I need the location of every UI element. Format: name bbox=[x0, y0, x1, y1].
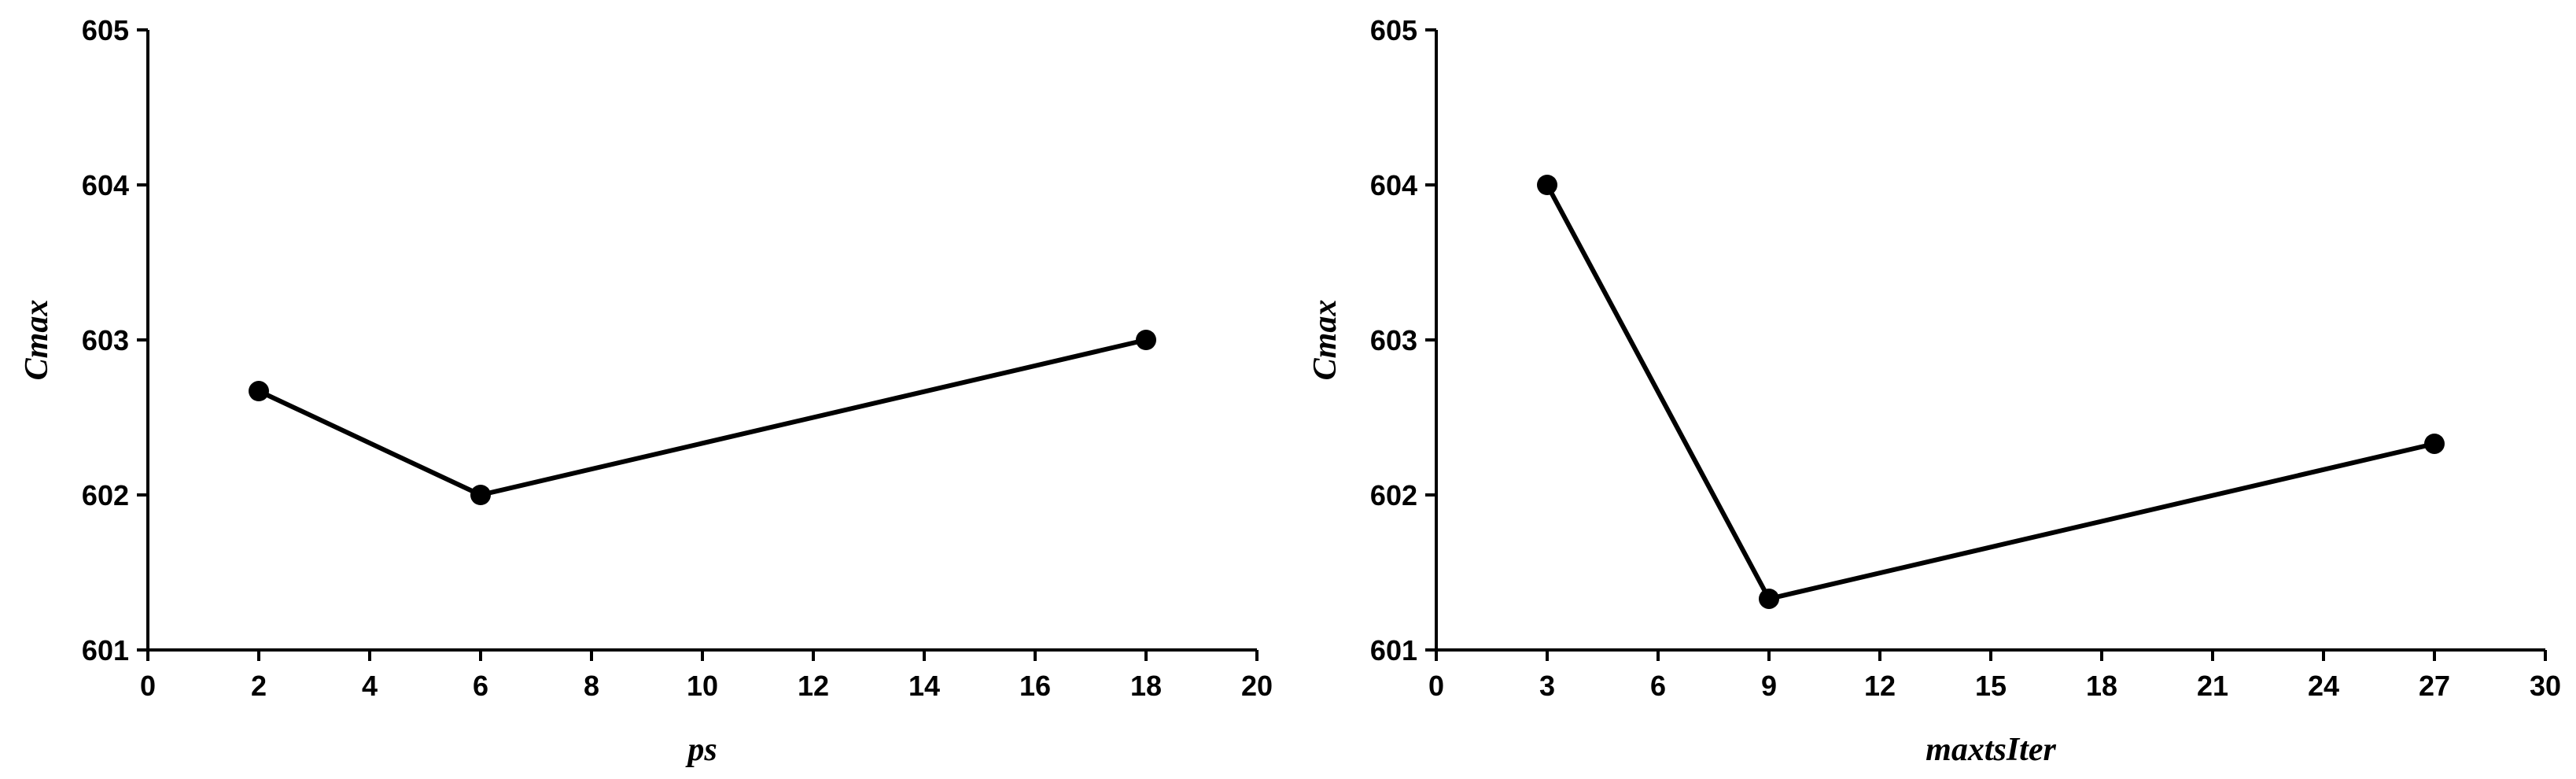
chart-1-x-axis-title: maxtsIter bbox=[1926, 732, 2056, 768]
chart-1-x-tick-label: 0 bbox=[1428, 670, 1444, 702]
chart-1-data-point bbox=[1537, 175, 1557, 195]
chart-0-x-tick-label: 10 bbox=[687, 670, 718, 702]
chart-0-x-tick-label: 16 bbox=[1019, 670, 1051, 702]
chart-0-data-point bbox=[249, 381, 269, 402]
chart-0-y-tick-label: 604 bbox=[82, 169, 129, 201]
chart-1-y-tick-label: 605 bbox=[1370, 14, 1417, 46]
chart-0-x-tick-label: 8 bbox=[584, 670, 599, 702]
chart-1-x-tick-label: 30 bbox=[2530, 670, 2561, 702]
chart-0-x-tick-label: 0 bbox=[140, 670, 156, 702]
chart-1-x-tick-label: 18 bbox=[2086, 670, 2117, 702]
chart-0-x-tick-label: 20 bbox=[1241, 670, 1273, 702]
chart-0-x-tick-label: 14 bbox=[908, 670, 940, 702]
chart-0-y-tick-label: 601 bbox=[82, 634, 129, 666]
chart-1-x-tick-label: 9 bbox=[1761, 670, 1777, 702]
chart-ps: 601 602 603 604 605 0 2 4 6 8 10 12 14 16 18 20 ps Cmax bbox=[19, 14, 1273, 768]
chart-1-y-tick-label: 604 bbox=[1370, 169, 1417, 201]
chart-0-x-axis-title: ps bbox=[685, 732, 717, 768]
chart-0-x-tick-label: 4 bbox=[362, 670, 378, 702]
chart-0-data-point bbox=[470, 485, 491, 505]
chart-0-x-tick-label: 6 bbox=[473, 670, 488, 702]
chart-1-x-tick-label: 12 bbox=[1864, 670, 1896, 702]
chart-0-series-line bbox=[257, 338, 1147, 497]
chart-1-data-point bbox=[1759, 588, 1779, 609]
chart-0-data-point bbox=[1136, 330, 1156, 350]
chart-1-x-tick-label: 15 bbox=[1975, 670, 2007, 702]
chart-1-data-point bbox=[2424, 433, 2445, 454]
chart-0-y-axis-title: Cmax bbox=[19, 300, 55, 381]
chart-1-x-tick-label: 21 bbox=[2197, 670, 2228, 702]
chart-1-y-tick-label: 602 bbox=[1370, 479, 1417, 511]
chart-0-y-tick-label: 602 bbox=[82, 479, 129, 511]
chart-1-series-line bbox=[1545, 183, 2435, 601]
chart-0-x-tick-label: 2 bbox=[251, 670, 267, 702]
chart-1-y-tick-label: 603 bbox=[1370, 324, 1417, 356]
chart-0-x-tick-label: 18 bbox=[1130, 670, 1162, 702]
chart-maxtsiter: 601 602 603 604 605 0 3 6 9 12 15 18 21 24 27 30 maxtsIt… bbox=[1307, 14, 2561, 768]
chart-1-y-axis-title: Cmax bbox=[1307, 300, 1343, 381]
chart-1-x-tick-label: 24 bbox=[2308, 670, 2339, 702]
chart-1-x-tick-label: 3 bbox=[1539, 670, 1555, 702]
chart-1-x-tick-label: 27 bbox=[2419, 670, 2450, 702]
chart-0-x-tick-label: 12 bbox=[798, 670, 829, 702]
chart-1-y-tick-label: 601 bbox=[1370, 634, 1417, 666]
chart-1-x-tick-label: 6 bbox=[1650, 670, 1666, 702]
chart-0-y-tick-label: 605 bbox=[82, 14, 129, 46]
chart-0-y-tick-label: 603 bbox=[82, 324, 129, 356]
